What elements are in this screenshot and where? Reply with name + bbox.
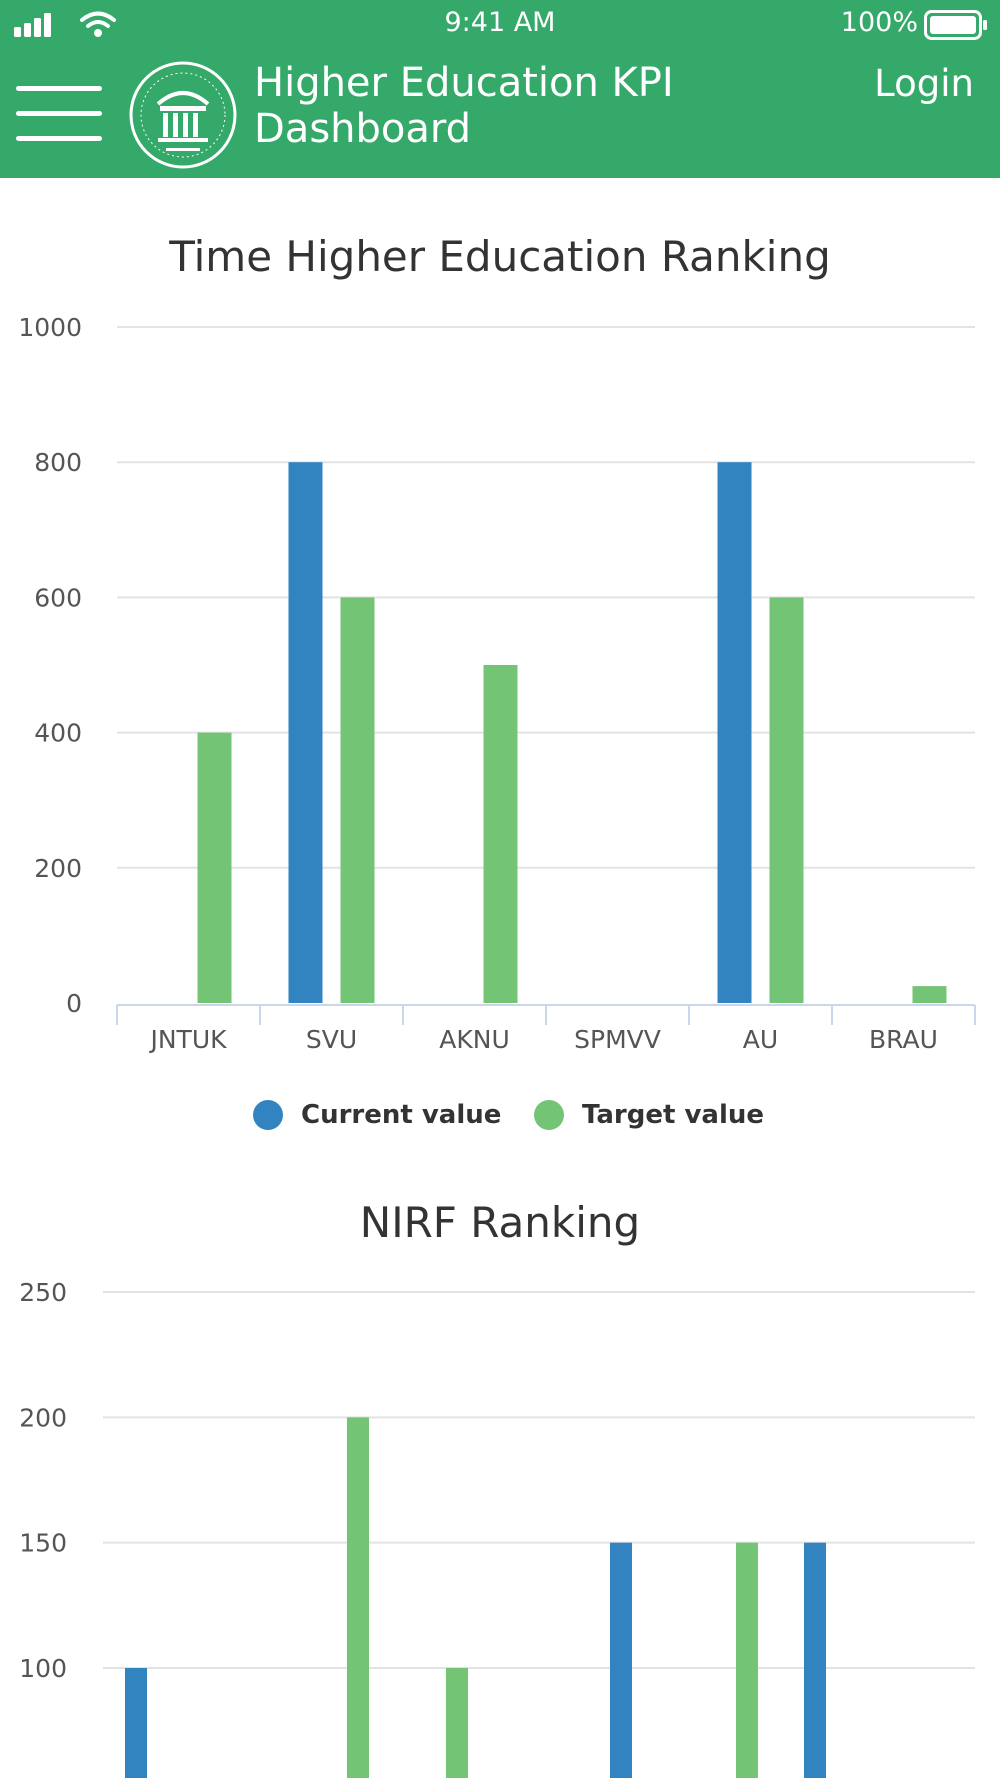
signal-icon bbox=[14, 13, 51, 37]
app-title: Higher Education KPI Dashboard bbox=[254, 60, 734, 152]
y-tick-label: 150 bbox=[19, 1529, 67, 1558]
chart1-legend: Current value Target value bbox=[0, 1095, 1000, 1135]
legend-target-label: Target value bbox=[582, 1100, 765, 1130]
x-tick-label: BRAU bbox=[869, 1025, 938, 1054]
x-tick-label: JNTUK bbox=[148, 1025, 227, 1054]
bar bbox=[769, 597, 804, 1003]
bar bbox=[340, 597, 375, 1003]
status-time: 9:41 AM bbox=[444, 7, 556, 38]
bar bbox=[125, 1668, 147, 1778]
ranking-chart: 0 200 400 600 800 1000 JNTUK SVU AKNU SPMVV AU BRAU bbox=[18, 313, 976, 1054]
status-bar: 9:41 AM 100% bbox=[0, 0, 1000, 50]
bar bbox=[288, 462, 323, 1003]
bar bbox=[197, 732, 232, 1003]
y-tick-label: 100 bbox=[19, 1654, 67, 1683]
bar bbox=[446, 1668, 468, 1778]
legend-target-dot bbox=[534, 1100, 564, 1130]
y-tick-label: 400 bbox=[34, 719, 82, 748]
menu-icon[interactable] bbox=[16, 86, 102, 142]
x-tick-label: AU bbox=[743, 1025, 778, 1054]
bar bbox=[717, 462, 752, 1003]
x-tick-label: AKNU bbox=[439, 1025, 510, 1054]
app-title-line1: Higher Education KPI bbox=[254, 60, 674, 106]
y-tick-label: 800 bbox=[34, 448, 82, 477]
x-tick-label: SPMVV bbox=[574, 1025, 661, 1054]
wifi-icon bbox=[80, 11, 116, 37]
battery-percentage: 100% bbox=[840, 7, 918, 38]
battery-icon bbox=[924, 10, 987, 40]
y-tick-label: 200 bbox=[19, 1403, 67, 1432]
bar bbox=[912, 986, 947, 1003]
x-tick-label: SVU bbox=[306, 1025, 357, 1054]
chart1-title: Time Higher Education Ranking bbox=[169, 232, 831, 281]
chart2-title: NIRF Ranking bbox=[359, 1198, 641, 1247]
y-tick-label: 0 bbox=[66, 989, 82, 1018]
bar bbox=[610, 1542, 632, 1778]
legend-current-dot bbox=[253, 1100, 283, 1130]
app-header: Higher Education KPI Dashboard Login bbox=[0, 50, 1000, 178]
legend-target-value[interactable]: Target value bbox=[534, 1095, 764, 1135]
app-title-line2: Dashboard bbox=[254, 106, 472, 152]
legend-current-value[interactable]: Current value bbox=[253, 1095, 501, 1135]
y-tick-label: 200 bbox=[34, 854, 82, 883]
y-tick-label: 600 bbox=[34, 583, 82, 612]
bar bbox=[483, 665, 518, 1003]
bar bbox=[804, 1542, 826, 1778]
login-button[interactable]: Login bbox=[874, 62, 974, 105]
y-tick-label: 250 bbox=[19, 1278, 67, 1307]
legend-current-label: Current value bbox=[301, 1100, 502, 1130]
bar bbox=[347, 1417, 369, 1778]
council-logo-icon bbox=[129, 61, 237, 169]
bar bbox=[736, 1542, 758, 1778]
y-tick-label: 1000 bbox=[18, 313, 82, 342]
